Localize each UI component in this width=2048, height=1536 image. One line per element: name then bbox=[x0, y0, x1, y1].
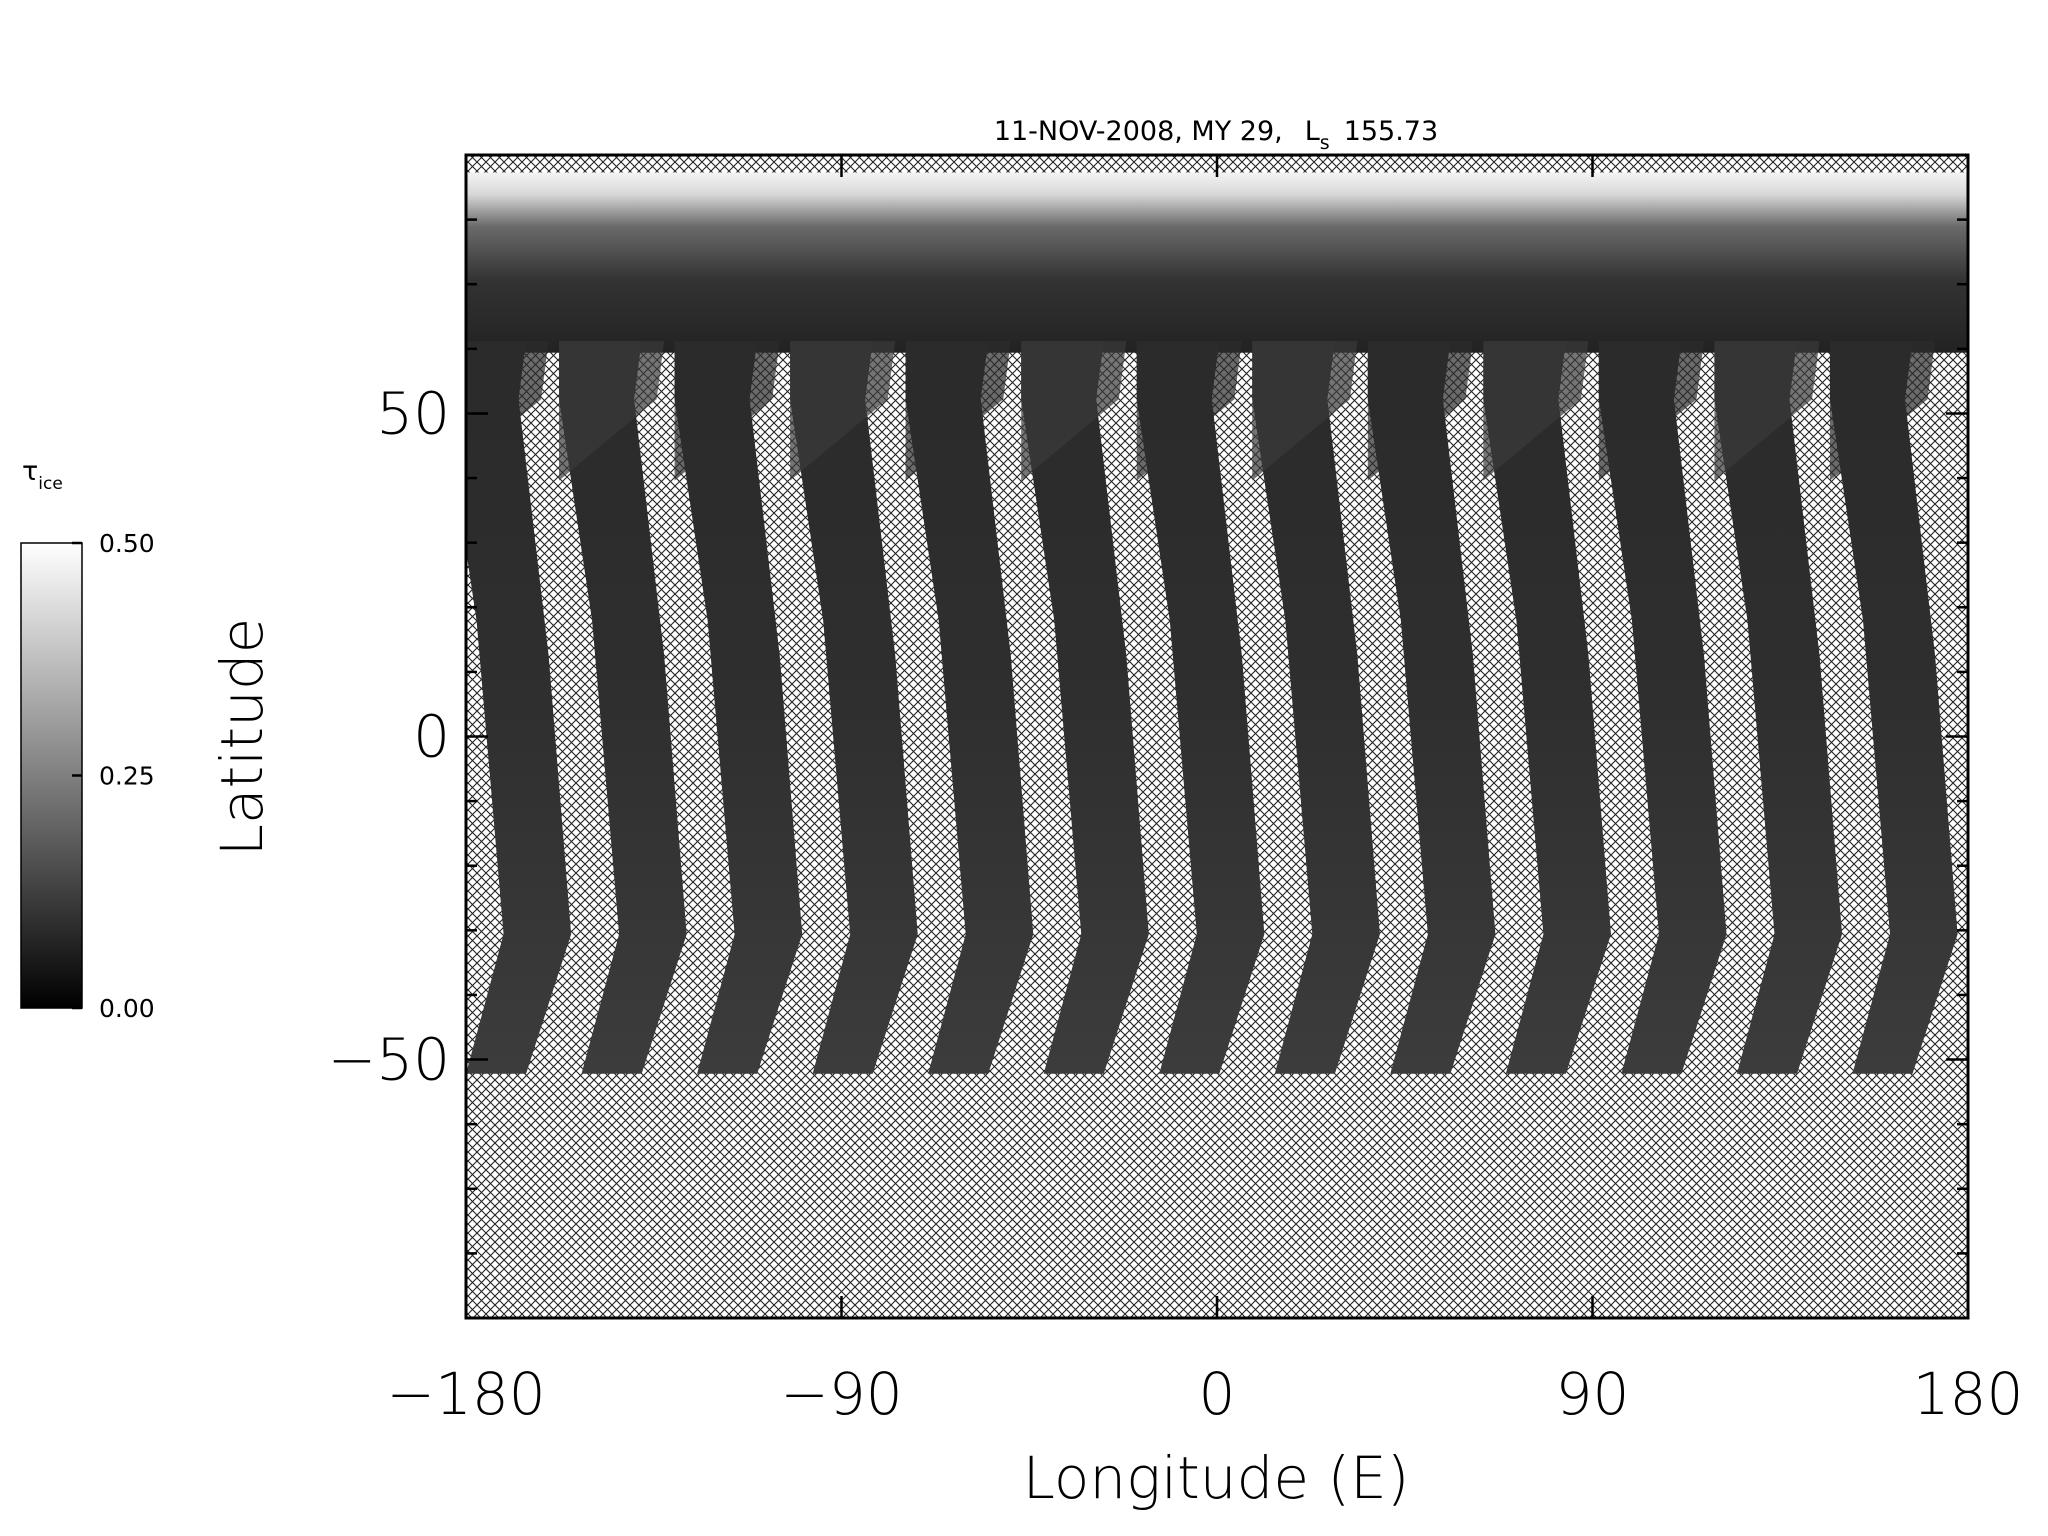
y-axis-label: Latitude bbox=[208, 618, 276, 857]
x-tick-label: 90 bbox=[1556, 1360, 1630, 1428]
swath bbox=[1252, 341, 1380, 1074]
colorbar-tick-label: 0.25 bbox=[99, 762, 155, 791]
swath-curve bbox=[674, 341, 780, 481]
polar-composite bbox=[466, 172, 1968, 353]
swath bbox=[466, 341, 572, 1074]
swath-curve bbox=[1483, 341, 1589, 481]
swath-layer bbox=[466, 172, 1968, 1074]
swath-curve bbox=[1829, 341, 1936, 481]
swath-curve bbox=[1367, 341, 1473, 481]
swath-curve bbox=[1714, 341, 1820, 481]
colorbar bbox=[20, 542, 83, 1009]
swath bbox=[559, 341, 687, 1074]
y-tick-label: 50 bbox=[376, 379, 450, 447]
swath bbox=[790, 341, 918, 1074]
title-symbol: L bbox=[1305, 116, 1320, 147]
title-text: 11-NOV-2008, MY 29, bbox=[994, 116, 1283, 147]
swath-curve bbox=[1598, 341, 1704, 481]
colorbar-label: τice bbox=[22, 456, 63, 494]
swath bbox=[1483, 341, 1611, 1074]
x-tick-label: −180 bbox=[386, 1360, 545, 1428]
swath bbox=[1367, 341, 1496, 1074]
swath bbox=[1714, 341, 1843, 1074]
x-tick-label: 180 bbox=[1913, 1360, 2024, 1428]
swath bbox=[674, 341, 803, 1074]
swath-curve bbox=[790, 341, 896, 481]
swath bbox=[1021, 341, 1149, 1074]
colorbar-tick-label: 0.50 bbox=[99, 529, 155, 558]
y-tick-label: −50 bbox=[328, 1026, 450, 1094]
swath bbox=[1136, 341, 1265, 1074]
swath bbox=[1598, 341, 1727, 1074]
swath-curve bbox=[1252, 341, 1358, 481]
chart-title: 11-NOV-2008, MY 29, Ls 155.73 bbox=[994, 116, 1438, 154]
swath-curve bbox=[559, 341, 665, 481]
x-tick-label: −90 bbox=[780, 1360, 902, 1428]
y-tick-label: 0 bbox=[413, 703, 450, 771]
x-axis-label: Longitude (E) bbox=[1023, 1444, 1410, 1512]
colorbar-symbol-sub: ice bbox=[38, 474, 63, 494]
colorbar-tick-label: 0.00 bbox=[99, 994, 155, 1023]
swath bbox=[1829, 341, 1958, 1074]
title-value: 155.73 bbox=[1344, 116, 1438, 147]
colorbar-symbol: τ bbox=[22, 456, 38, 487]
swath-curve bbox=[905, 341, 1011, 481]
swath-curve bbox=[1021, 341, 1127, 481]
swath-curve bbox=[1136, 341, 1242, 481]
x-tick-label: 0 bbox=[1199, 1360, 1236, 1428]
title-symbol-sub: s bbox=[1320, 132, 1330, 154]
swath-curve bbox=[466, 341, 549, 462]
swath bbox=[905, 341, 1034, 1074]
